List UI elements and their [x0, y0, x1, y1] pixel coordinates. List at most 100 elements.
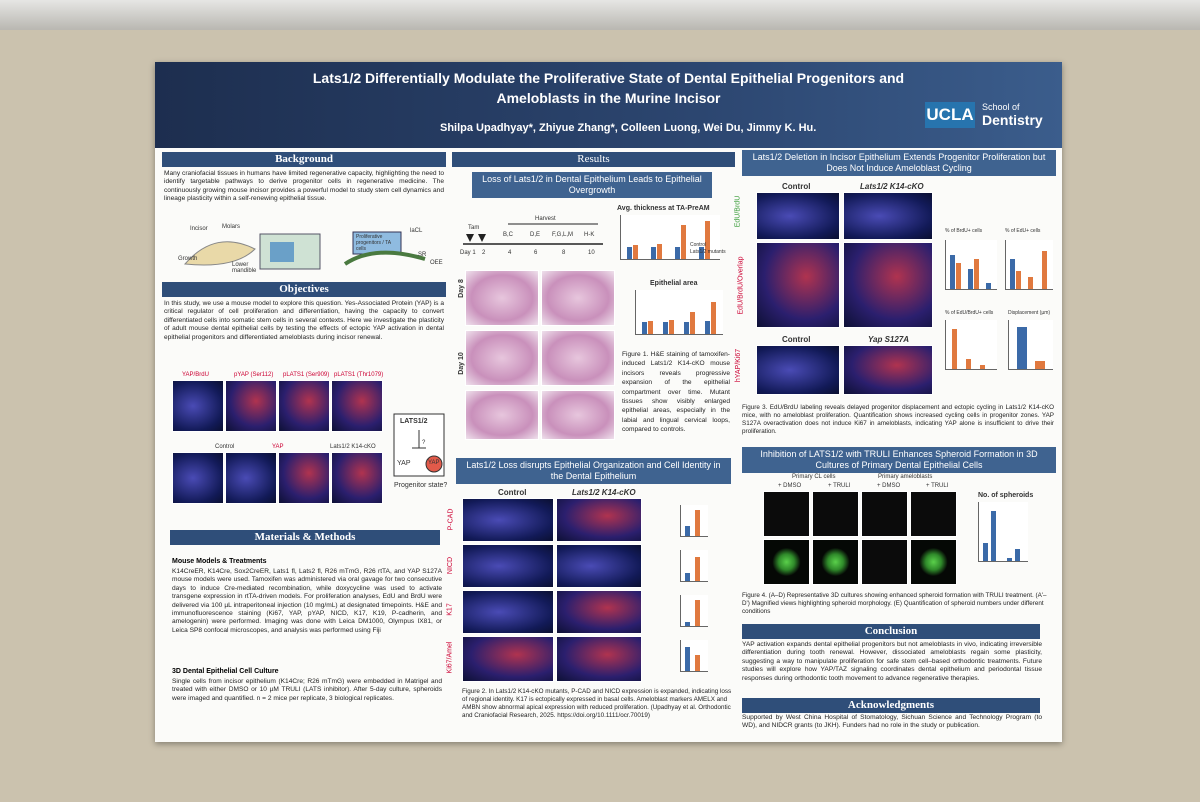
column-label: Lats1/2 K14-cKO [572, 488, 636, 497]
micrograph [756, 345, 840, 395]
culture-label: + TRULI [926, 483, 949, 489]
bar-art [711, 302, 716, 334]
row-label: Day 10 [457, 352, 465, 375]
chart-title: % of EdU/BrdU+ cells [945, 310, 994, 316]
row-label: K17 [446, 603, 454, 616]
model-label: LATS1/2 [400, 418, 428, 425]
diagram-label: OEE [430, 260, 443, 266]
micrograph [172, 452, 224, 504]
model-label: YAP [397, 460, 411, 467]
timeline-label: 4 [508, 250, 512, 256]
micrograph [541, 270, 615, 326]
chart-art [680, 595, 708, 627]
section-heading: Results [452, 152, 735, 167]
bar-art [669, 320, 674, 334]
section-heading: Materials & Methods [170, 530, 440, 545]
shape [183, 241, 256, 266]
bar-art [986, 283, 991, 289]
micrograph [225, 452, 277, 504]
culture-label: Primary ameloblasts [878, 474, 933, 480]
bar-art [1016, 271, 1021, 289]
panel-label: pYAP (Ser112) [234, 372, 274, 378]
micrograph [861, 491, 908, 537]
shape [343, 250, 426, 266]
micrograph [462, 636, 554, 682]
micrograph [556, 590, 642, 634]
timeline-art [463, 223, 603, 245]
body-text: K14CreER, K14Cre, Sox2CreER, Lats1 fl, L… [172, 568, 442, 634]
chart-art [620, 215, 720, 260]
micrograph [278, 452, 330, 504]
logo-text: School of [982, 102, 1020, 112]
body-text: Supported by West China Hospital of Stom… [742, 714, 1042, 730]
bar-art [627, 247, 632, 259]
panel-label: YAP [272, 444, 284, 450]
bar-art [657, 244, 662, 259]
model-label: YAP [428, 460, 440, 466]
diagram-label: laCL [410, 228, 423, 234]
bar-art [705, 321, 710, 334]
bar-art [974, 259, 979, 289]
model-art [393, 413, 445, 477]
column-label: Control [782, 182, 811, 191]
timeline-label: B,C [503, 232, 514, 238]
bar-art [648, 321, 653, 334]
micrograph [462, 544, 554, 588]
chart-title: Displacement (µm) [1008, 310, 1051, 316]
chart-art [945, 320, 997, 370]
row-label: EdU/BrdU [734, 195, 742, 228]
chart-title: Epithelial area [650, 280, 698, 287]
shape [425, 455, 443, 473]
micrograph [910, 491, 957, 537]
chart-art [680, 550, 708, 582]
bar-art [1010, 259, 1015, 289]
bar-art [968, 269, 973, 289]
micrograph [225, 380, 277, 432]
row-label: P-CAD [447, 508, 455, 531]
micrograph [843, 345, 933, 395]
subsection-heading: Lats1/2 Loss disrupts Epithelial Organiz… [456, 458, 731, 484]
bar-art [956, 263, 961, 289]
subsection-heading: Inhibition of LATS1/2 with TRULI Enhance… [742, 447, 1056, 473]
chart-art [680, 640, 708, 672]
row-label: hYAP/Ki67 [735, 348, 743, 383]
body-text: Many craniofacial tissues in humans have… [164, 170, 444, 203]
title: Ameloblasts in the Murine Incisor [496, 90, 721, 106]
chart-art [945, 240, 997, 290]
diagram-label: Molars [222, 224, 241, 230]
micrograph [465, 270, 539, 326]
bar-art [1042, 251, 1047, 289]
bar-art [983, 543, 988, 561]
column-label: Control [498, 488, 527, 497]
diagram-label: Incisor [190, 226, 208, 232]
body-text: YAP activation expands dental epithelial… [742, 641, 1042, 682]
micrograph [556, 636, 642, 682]
micrograph [465, 330, 539, 386]
bar-art [685, 526, 690, 536]
bar-art [1017, 327, 1027, 369]
micrograph [462, 590, 554, 634]
section-heading: Acknowledgments [742, 698, 1040, 713]
micrograph [462, 498, 554, 542]
micrograph [465, 390, 539, 440]
panel-label: YAP/BrdU [182, 372, 209, 378]
chart-art [635, 290, 723, 335]
figure-caption: Figure 2. In Lats1/2 K14-cKO mutants, P-… [462, 688, 732, 719]
bar-art [695, 655, 700, 671]
timeline-label: D,E [530, 232, 541, 238]
title: Lats1/2 Differentially Modulate the Prol… [312, 70, 905, 86]
model-label: Progenitor state? [394, 482, 448, 489]
figure-caption: Figure 3. EdU/BrdU labeling reveals dela… [742, 404, 1054, 435]
micrograph [541, 390, 615, 440]
bar-art [685, 573, 690, 581]
bar-art [1028, 277, 1033, 289]
legend-label: Control [690, 242, 707, 248]
bar-art [685, 622, 690, 626]
chart-title: Avg. thickness at TA-PreAM [617, 205, 710, 212]
bar-art [1007, 558, 1012, 561]
column-label: Control [782, 335, 811, 344]
subsection-heading: Lats1/2 Deletion in Incisor Epithelium E… [742, 150, 1056, 176]
timeline-label: Day 1 [460, 250, 476, 256]
micrograph [812, 539, 859, 585]
